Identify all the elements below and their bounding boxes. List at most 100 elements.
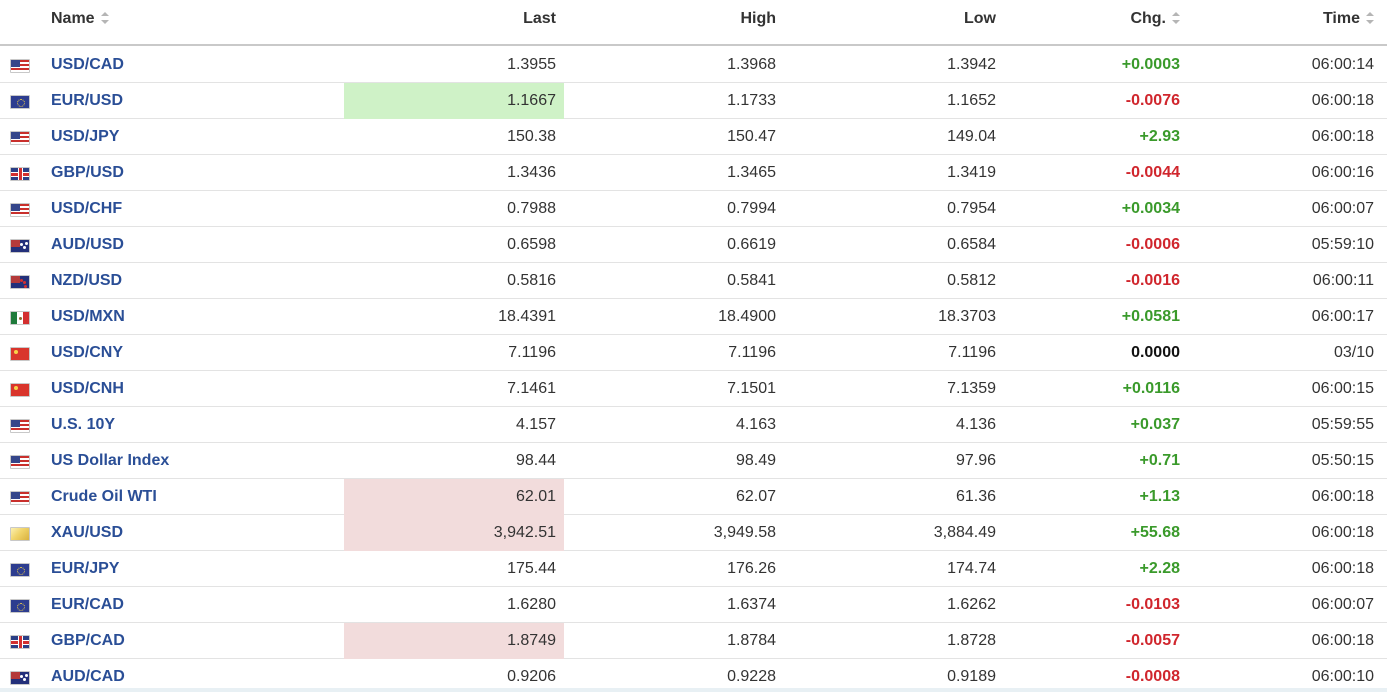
table-row[interactable]: EUR/CAD 1.6280 1.6374 1.6262 -0.0103 06:00:07 — [0, 587, 1387, 623]
time-cell: 05:59:55 — [1311, 416, 1374, 433]
sort-icon[interactable] — [1366, 12, 1374, 24]
table-row[interactable]: NZD/USD 0.5816 0.5841 0.5812 -0.0016 06:00:11 — [0, 263, 1387, 299]
high-price-cell: 1.3968 — [727, 56, 776, 73]
instrument-link[interactable]: USD/CAD — [51, 56, 124, 73]
table-row[interactable]: USD/CHF 0.7988 0.7994 0.7954 +0.0034 06:00:07 — [0, 191, 1387, 227]
change-cell: +2.28 — [1139, 560, 1180, 577]
time-cell: 06:00:16 — [1311, 164, 1374, 181]
time-cell: 06:00:18 — [1311, 488, 1374, 505]
table-row[interactable]: GBP/CAD 1.8749 1.8784 1.8728 -0.0057 06:00:18 — [0, 623, 1387, 659]
high-price-cell: 176.26 — [727, 560, 776, 577]
instrument-link[interactable]: Crude Oil WTI — [51, 488, 157, 505]
last-price-cell: 62.01 — [344, 479, 564, 515]
instrument-link[interactable]: USD/MXN — [51, 308, 125, 325]
us-flag-icon — [10, 59, 30, 73]
change-cell: -0.0103 — [1125, 596, 1180, 613]
time-cell: 06:00:18 — [1311, 560, 1374, 577]
table-row[interactable]: EUR/JPY 175.44 176.26 174.74 +2.28 06:00:18 — [0, 551, 1387, 587]
table-row[interactable]: Crude Oil WTI 62.01 62.07 61.36 +1.13 06:00:1… — [0, 479, 1387, 515]
low-price-cell: 18.3703 — [938, 308, 996, 325]
table-row[interactable]: USD/CAD 1.3955 1.3968 1.3942 +0.0003 06:00:14 — [0, 47, 1387, 83]
col-header-last: Last — [523, 10, 556, 27]
last-price-cell: 1.1667 — [344, 83, 564, 119]
high-price-cell: 1.1733 — [727, 92, 776, 109]
gb-flag-icon — [10, 635, 30, 649]
instrument-link[interactable]: U.S. 10Y — [51, 416, 116, 433]
last-price-cell: 4.157 — [515, 416, 556, 433]
sort-icon[interactable] — [1172, 12, 1180, 24]
last-price-cell: 150.38 — [507, 128, 556, 145]
instrument-link[interactable]: AUD/USD — [51, 236, 124, 253]
instrument-link[interactable]: EUR/CAD — [51, 596, 124, 613]
change-cell: -0.0076 — [1125, 92, 1180, 109]
change-cell: +0.0581 — [1121, 308, 1180, 325]
change-cell: -0.0008 — [1125, 668, 1180, 685]
last-price-cell: 0.7988 — [507, 200, 556, 217]
low-price-cell: 4.136 — [955, 416, 996, 433]
mx-flag-icon — [10, 311, 30, 325]
change-cell: 0.0000 — [1131, 344, 1180, 361]
last-price-cell: 1.8749 — [344, 623, 564, 659]
col-header-time[interactable]: Time — [1188, 0, 1382, 44]
nz-flag-icon — [10, 275, 30, 289]
time-cell: 06:00:18 — [1311, 92, 1374, 109]
last-price-cell: 18.4391 — [498, 308, 556, 325]
table-row[interactable]: US Dollar Index 98.44 98.49 97.96 +0.71 05:50… — [0, 443, 1387, 479]
table-row[interactable]: U.S. 10Y 4.157 4.163 4.136 +0.037 05:59:55 — [0, 407, 1387, 443]
low-price-cell: 0.5812 — [947, 272, 996, 289]
high-price-cell: 1.6374 — [727, 596, 776, 613]
table-row[interactable]: AUD/CAD 0.9206 0.9228 0.9189 -0.0008 06:00:10 — [0, 659, 1387, 692]
instrument-link[interactable]: EUR/JPY — [51, 560, 120, 577]
high-price-cell: 150.47 — [727, 128, 776, 145]
change-cell: -0.0044 — [1125, 164, 1180, 181]
time-cell: 03/10 — [1333, 344, 1374, 361]
low-price-cell: 1.6262 — [947, 596, 996, 613]
last-price-cell: 1.6280 — [507, 596, 556, 613]
change-cell: +0.0034 — [1121, 200, 1180, 217]
change-cell: +0.037 — [1130, 416, 1180, 433]
col-header-time-label: Time — [1322, 10, 1360, 27]
table-row[interactable]: USD/JPY 150.38 150.47 149.04 +2.93 06:00:18 — [0, 119, 1387, 155]
time-cell: 06:00:14 — [1311, 56, 1374, 73]
time-cell: 06:00:15 — [1311, 380, 1374, 397]
col-header-chg[interactable]: Chg. — [1004, 0, 1188, 44]
low-price-cell: 97.96 — [955, 452, 996, 469]
au-flag-icon — [10, 671, 30, 685]
last-price-cell: 3,942.51 — [344, 515, 564, 551]
us-flag-icon — [10, 131, 30, 145]
high-price-cell: 0.6619 — [727, 236, 776, 253]
instrument-link[interactable]: USD/CHF — [51, 200, 123, 217]
instrument-link[interactable]: AUD/CAD — [51, 668, 125, 685]
instrument-link[interactable]: US Dollar Index — [51, 452, 170, 469]
change-cell: +0.71 — [1139, 452, 1180, 469]
change-cell: +1.13 — [1139, 488, 1180, 505]
table-row[interactable]: USD/MXN 18.4391 18.4900 18.3703 +0.0581 06:00… — [0, 299, 1387, 335]
table-row[interactable]: AUD/USD 0.6598 0.6619 0.6584 -0.0006 05:59:10 — [0, 227, 1387, 263]
cn-flag-icon — [10, 347, 30, 361]
instrument-link[interactable]: USD/CNY — [51, 344, 124, 361]
table-row[interactable]: EUR/USD 1.1667 1.1733 1.1652 -0.0076 06:00:18 — [0, 83, 1387, 119]
eu-flag-icon — [10, 563, 30, 577]
low-price-cell: 0.7954 — [947, 200, 996, 217]
table-row[interactable]: USD/CNY 7.1196 7.1196 7.1196 0.0000 03/10 — [0, 335, 1387, 371]
low-price-cell: 0.9189 — [947, 668, 996, 685]
col-header-name[interactable]: Name — [51, 0, 109, 44]
time-cell: 05:59:10 — [1311, 236, 1374, 253]
change-cell: -0.0006 — [1125, 236, 1180, 253]
instrument-link[interactable]: USD/JPY — [51, 128, 120, 145]
instrument-link[interactable]: USD/CNH — [51, 380, 124, 397]
time-cell: 06:00:07 — [1311, 200, 1374, 217]
instrument-link[interactable]: XAU/USD — [51, 524, 124, 541]
last-price-cell: 98.44 — [515, 452, 556, 469]
instrument-link[interactable]: GBP/CAD — [51, 632, 125, 649]
sort-icon[interactable] — [100, 12, 109, 24]
instrument-link[interactable]: EUR/USD — [51, 92, 124, 109]
instrument-link[interactable]: GBP/USD — [51, 164, 124, 181]
cn-flag-icon — [10, 383, 30, 397]
gold-icon — [10, 527, 30, 541]
table-row[interactable]: XAU/USD 3,942.51 3,949.58 3,884.49 +55.68 06:… — [0, 515, 1387, 551]
instrument-link[interactable]: NZD/USD — [51, 272, 123, 289]
table-row[interactable]: GBP/USD 1.3436 1.3465 1.3419 -0.0044 06:00:16 — [0, 155, 1387, 191]
table-row[interactable]: USD/CNH 7.1461 7.1501 7.1359 +0.0116 06:00:15 — [0, 371, 1387, 407]
